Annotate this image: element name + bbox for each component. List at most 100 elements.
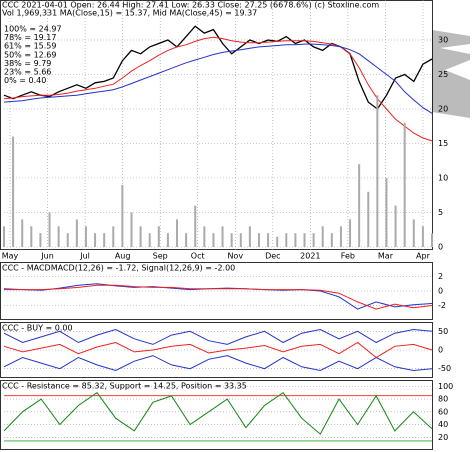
x-tick-label: Jul <box>79 252 90 261</box>
y-tick-label: 40 <box>438 420 448 429</box>
volume-bar <box>212 233 215 247</box>
volume-bar <box>194 205 197 247</box>
volume-bar <box>112 226 115 247</box>
volume-bar <box>276 236 279 247</box>
indicator-line <box>3 328 433 345</box>
indicator-line <box>4 284 433 310</box>
volume-bar <box>248 226 251 247</box>
x-tick-label: Aug <box>115 252 131 261</box>
volume-bar <box>21 219 24 247</box>
volume-profile <box>432 30 470 118</box>
panel-title: CCC - Resistance = 85.32, Support = 14.2… <box>2 382 247 391</box>
volume-bar <box>431 233 433 247</box>
volume-bar <box>130 212 133 247</box>
volume-bar <box>267 233 270 247</box>
panel-frame <box>0 380 433 450</box>
volume-bar <box>221 226 224 247</box>
indicator-line <box>3 341 433 359</box>
volume-bar <box>358 164 361 247</box>
y-tick-label: 0 <box>438 346 443 355</box>
x-tick-label: Nov <box>227 252 243 261</box>
x-tick-label: Sep <box>153 252 168 261</box>
volume-bar <box>403 122 406 247</box>
x-tick-label: Dec <box>265 252 280 261</box>
volume-bar <box>285 233 288 247</box>
volume-bar <box>176 219 179 247</box>
volume-bar <box>75 219 78 247</box>
volume-bar <box>30 226 33 247</box>
volume-bar <box>66 233 69 247</box>
volume-bar <box>321 226 324 247</box>
x-tick-label: Jun <box>40 252 54 261</box>
volume-bar <box>103 233 106 247</box>
y-tick-label: -50 <box>438 364 451 373</box>
x-tick-label: Mar <box>378 252 394 261</box>
ma-line <box>3 43 433 114</box>
panel-frame <box>0 262 433 320</box>
volume-bar <box>239 233 242 247</box>
x-tick-label: Oct <box>191 252 205 261</box>
volume-bar <box>421 226 424 247</box>
y-tick-label: 0 <box>438 287 443 296</box>
volume-bar <box>349 219 352 247</box>
ma-line <box>3 36 433 142</box>
panel-title: CCC - BUY = 0.00 <box>2 324 73 333</box>
volume-bar <box>394 205 397 247</box>
y-tick-label: 20 <box>438 433 448 442</box>
panel-frame <box>0 322 433 378</box>
volume-bar <box>203 226 206 247</box>
y-tick-label: 60 <box>438 407 448 416</box>
y-tick-label: 0 <box>438 243 443 252</box>
volume-bar <box>166 233 169 247</box>
volume-bar <box>294 233 297 247</box>
x-tick-label: Feb <box>341 252 355 261</box>
volume-bar <box>257 233 260 247</box>
header-text: CCC 2021-04-01 Open: 26.44 High: 27.41 L… <box>2 1 379 10</box>
indicator-line <box>3 392 433 435</box>
volume-bar <box>3 226 5 247</box>
y-tick-label: 5 <box>438 208 443 217</box>
volume-bar <box>121 184 124 247</box>
y-tick-label: 20 <box>438 105 448 114</box>
volume-bar <box>185 233 188 247</box>
fib-label: 38% = 9.79 <box>4 59 51 68</box>
volume-bar <box>48 212 51 247</box>
panel-frame <box>0 0 433 250</box>
volume-bar <box>12 136 15 247</box>
volume-bar <box>57 226 60 247</box>
volume-bar <box>367 191 370 247</box>
volume-bar <box>39 233 42 247</box>
volume-bar <box>376 95 379 247</box>
volume-bar <box>157 226 160 247</box>
volume-bar <box>303 233 306 247</box>
y-tick-label: 80 <box>438 395 448 404</box>
x-tick-label: May <box>2 252 19 261</box>
y-tick-label: 50 <box>438 327 448 336</box>
y-tick-label: 2 <box>438 272 443 281</box>
x-tick-label: Apr <box>416 252 431 261</box>
volume-bar <box>139 226 142 247</box>
volume-bar <box>412 219 415 247</box>
y-tick-label: 15 <box>438 139 448 148</box>
volume-bar <box>339 226 342 247</box>
header-text: Vol 1,969,331 MA(Close,15) = 15.37, Mid … <box>2 9 257 18</box>
indicator-line <box>3 355 433 372</box>
fib-label: 78% = 19.17 <box>4 33 56 42</box>
fib-label: 61% = 15.59 <box>4 42 56 51</box>
fib-label: 23% = 5.66 <box>4 68 51 77</box>
volume-bar <box>94 233 97 247</box>
panel-title: CCC - MACDMACD(12,26) = -1.72, Signal(12… <box>2 264 235 273</box>
volume-bar <box>148 233 151 247</box>
y-tick-label: 10 <box>438 174 448 183</box>
fib-label: 100% = 24.97 <box>4 25 62 34</box>
y-tick-label: 100 <box>438 382 453 391</box>
fib-label: 0% = 0.40 <box>4 76 46 85</box>
volume-bar <box>312 233 315 247</box>
price-line <box>3 25 433 110</box>
y-tick-label: 25 <box>438 70 448 79</box>
volume-bar <box>84 226 87 247</box>
x-tick-label: 2021 <box>300 252 320 261</box>
y-tick-label: 30 <box>438 36 448 45</box>
volume-bar <box>330 233 333 247</box>
